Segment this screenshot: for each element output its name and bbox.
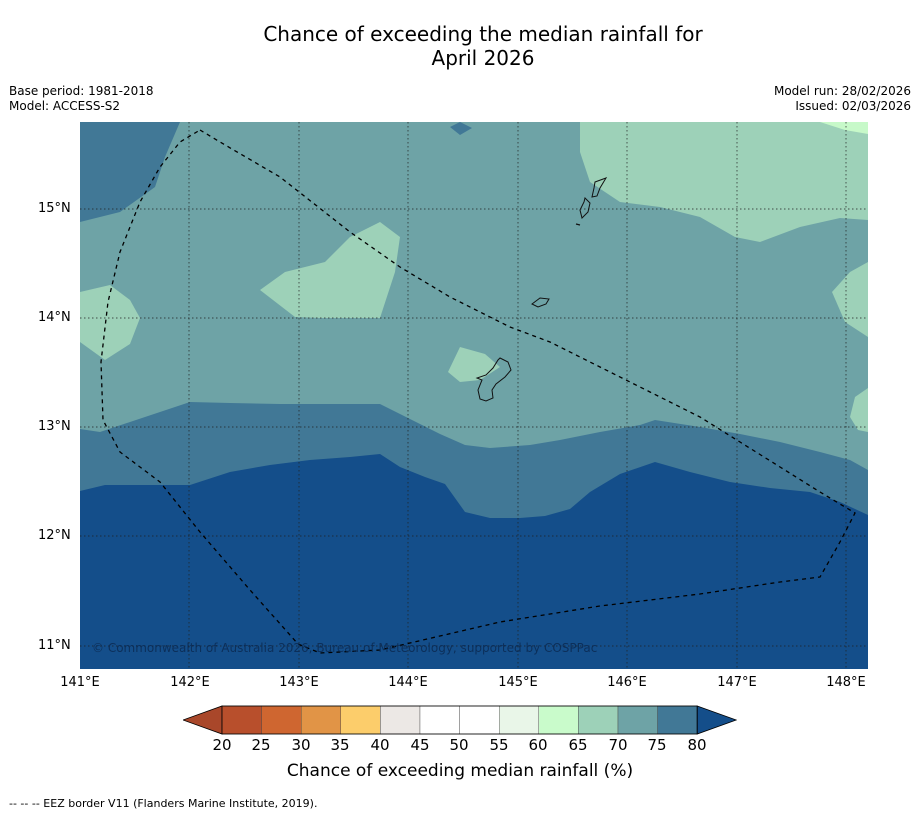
model-run: Model run: 28/02/2026 xyxy=(773,84,911,98)
lon-tick: 146°E xyxy=(607,675,647,690)
colorbar-segment xyxy=(261,705,302,735)
colorbar-extend-low xyxy=(181,705,223,735)
lon-tick: 148°E xyxy=(826,675,866,690)
colorbar-segment xyxy=(221,705,262,735)
island-aguijan xyxy=(575,223,581,226)
band-65-70-right2 xyxy=(850,388,868,432)
island-saipan xyxy=(591,177,608,198)
colorbar-segment xyxy=(657,705,698,735)
title-line-1: Chance of exceeding the median rainfall … xyxy=(263,22,703,46)
island-rota xyxy=(531,297,550,308)
colorbar-label: 65 xyxy=(568,736,588,754)
colorbar-segment xyxy=(578,705,619,735)
colorbar-segment xyxy=(499,705,540,735)
lat-tick: 14°N xyxy=(38,310,71,325)
island-guam xyxy=(475,357,512,402)
gridlines xyxy=(80,122,868,669)
band-75-80-topleft xyxy=(80,122,180,222)
colorbar-title: Chance of exceeding median rainfall (%) xyxy=(286,761,634,781)
map-area xyxy=(80,122,868,669)
meta-right: Model run: 28/02/2026 Issued: 02/03/2026 xyxy=(774,84,911,114)
islands xyxy=(475,177,608,402)
band-65-70-central xyxy=(260,222,400,318)
lat-tick: 12°N xyxy=(38,528,71,543)
issued-date: Issued: 02/03/2026 xyxy=(795,99,911,113)
band-65-70-guam xyxy=(448,347,500,382)
lon-tick: 147°E xyxy=(717,675,757,690)
colorbar-label: 20 xyxy=(212,736,232,754)
colorbar-extend-high xyxy=(696,705,738,735)
colorbar-label: 55 xyxy=(489,736,509,754)
map-svg xyxy=(80,122,868,669)
colorbar-svg xyxy=(181,705,738,735)
colorbar-label: 80 xyxy=(687,736,707,754)
colorbar-segment xyxy=(340,705,381,735)
lon-tick: 143°E xyxy=(279,675,319,690)
colorbar-label: 25 xyxy=(251,736,271,754)
model-name: Model: ACCESS-S2 xyxy=(9,99,121,113)
colorbar-label: 45 xyxy=(410,736,430,754)
lon-tick: 144°E xyxy=(388,675,428,690)
title-line-2: April 2026 xyxy=(431,46,535,70)
band-75-80-small xyxy=(450,122,472,135)
colorbar-segment xyxy=(617,705,658,735)
lon-tick: 145°E xyxy=(498,675,538,690)
colorbar-label: 75 xyxy=(647,736,667,754)
lat-tick: 13°N xyxy=(38,419,71,434)
colorbar-segment xyxy=(538,705,579,735)
base-period: Base period: 1981-2018 xyxy=(9,84,154,98)
colorbar-segment xyxy=(459,705,500,735)
lat-tick: 11°N xyxy=(38,638,71,653)
colorbar-label: 40 xyxy=(370,736,390,754)
island-tinian xyxy=(579,197,591,219)
band-80-plus xyxy=(80,454,868,669)
colorbar-label: 35 xyxy=(330,736,350,754)
colorbar-label: 70 xyxy=(608,736,628,754)
band-60-65-corner xyxy=(820,122,868,134)
lon-tick: 142°E xyxy=(170,675,210,690)
colorbar-label: 30 xyxy=(291,736,311,754)
colorbar-segment xyxy=(380,705,421,735)
colorbar-segment xyxy=(300,705,341,735)
chart-title: Chance of exceeding the median rainfall … xyxy=(0,22,919,70)
colorbar-label: 60 xyxy=(528,736,548,754)
lon-tick: 141°E xyxy=(60,675,100,690)
band-65-70-right1 xyxy=(832,262,868,337)
colorbar xyxy=(181,704,738,736)
copyright-notice: © Commonwealth of Australia 2026, Bureau… xyxy=(92,641,598,655)
colorbar-segment xyxy=(419,705,460,735)
colorbar-outline xyxy=(221,705,698,735)
band-65-70-topright xyxy=(580,122,868,242)
band-65-70-left xyxy=(80,285,140,360)
eez-legend-note: -- -- -- EEZ border V11 (Flanders Marine… xyxy=(9,797,318,810)
meta-left: Base period: 1981-2018 Model: ACCESS-S2 xyxy=(9,84,154,114)
lat-tick: 15°N xyxy=(38,201,71,216)
eez-border xyxy=(100,129,856,654)
colorbar-label: 50 xyxy=(449,736,469,754)
